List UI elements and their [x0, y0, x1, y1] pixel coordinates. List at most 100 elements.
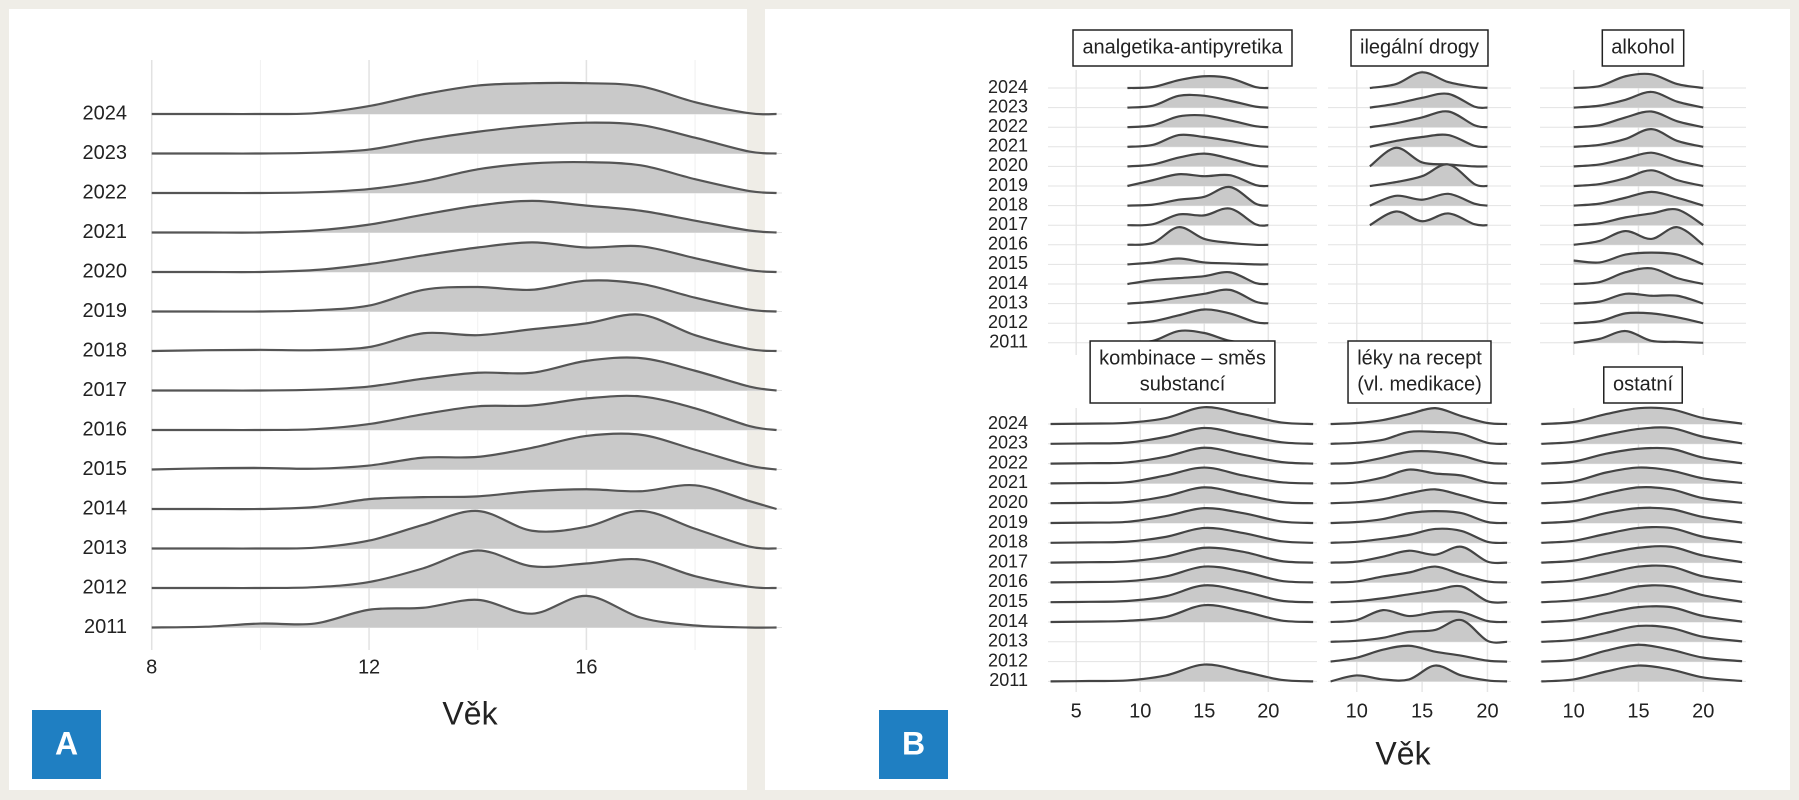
ridge-area	[1541, 467, 1743, 484]
panel-a: 8 12 16 2024 2023 2022 2021 2020 2019 2018 2017 201…	[32, 60, 782, 779]
strip-label: substancí	[1140, 373, 1226, 395]
ridge-area	[1369, 211, 1488, 226]
y-tick-label: 2020	[988, 492, 1028, 512]
strip-label: (vl. medikace)	[1357, 373, 1481, 395]
ridge-line	[1541, 525, 1743, 544]
ridge-line	[1050, 663, 1314, 683]
ridge-area	[1573, 111, 1704, 128]
ridge-line	[1127, 133, 1269, 148]
y-tick-label: 2016	[988, 571, 1028, 591]
ridge-area	[1127, 115, 1269, 128]
y-tick-label: 2019	[988, 512, 1028, 532]
y-tick-label: 2021	[988, 472, 1028, 492]
y-tick-label: 2024	[988, 413, 1028, 433]
x-axis-title: Věk	[442, 695, 498, 731]
ridge-area	[1369, 147, 1488, 167]
x-tick-label: 10	[1563, 700, 1585, 722]
ridge-line	[1573, 311, 1704, 325]
ridge-line	[151, 356, 777, 392]
ridge-area	[1050, 467, 1314, 484]
y-tick-label: 2011	[989, 670, 1028, 690]
ridge-line	[1369, 192, 1488, 207]
x-tick-label: 16	[575, 656, 597, 678]
panel-label-box	[879, 710, 948, 779]
ridge-area	[1541, 527, 1743, 543]
ridge-area	[151, 510, 777, 549]
panel-label: B	[902, 725, 925, 761]
y-tick-label: 2017	[988, 551, 1028, 571]
ridge-line	[1330, 644, 1508, 663]
ridge-line	[151, 279, 777, 313]
ridge-line	[1541, 584, 1743, 604]
y-tick-label: 2015	[988, 591, 1028, 611]
strip-label: alkohol	[1611, 36, 1674, 58]
panel-label: A	[55, 725, 78, 761]
ridge-line	[1050, 565, 1314, 584]
ridge-line	[1330, 468, 1508, 485]
ridge-line	[1573, 251, 1704, 266]
ridge-area	[1573, 91, 1704, 108]
ridge-line	[1050, 486, 1314, 505]
ridge-line	[1127, 308, 1269, 325]
ridge-line	[1330, 430, 1508, 445]
ridge-line	[151, 432, 777, 471]
y-tick-label: 2023	[988, 96, 1028, 116]
ridge-area	[1127, 186, 1269, 206]
ridge-line	[1127, 207, 1269, 227]
ridge-line	[151, 509, 777, 550]
ridge-line	[1541, 486, 1743, 505]
ridge-line	[1573, 128, 1704, 148]
ridge-line	[151, 594, 777, 629]
x-tick-label: 10	[1129, 700, 1151, 722]
ridge-area	[1541, 644, 1743, 662]
y-tick-label: 2019	[988, 175, 1028, 195]
x-tick-label: 5	[1071, 700, 1082, 722]
ridge-line	[1541, 664, 1743, 683]
ridge-line	[1541, 605, 1743, 624]
ridge-line	[1541, 643, 1743, 663]
strip-label: kombinace – směs	[1099, 347, 1266, 369]
y-tick-label: 2021	[988, 136, 1028, 156]
y-tick-label: 2013	[988, 292, 1028, 312]
ridge-area	[1127, 134, 1269, 147]
ridge-area	[1541, 565, 1743, 583]
ridge-line	[1573, 110, 1704, 129]
strip-box	[1072, 29, 1293, 67]
x-tick-label: 15	[1193, 700, 1215, 722]
x-tick-label: 10	[1346, 700, 1368, 722]
ridge-line	[1573, 329, 1704, 344]
ridge-line	[1127, 185, 1269, 207]
ridge-line	[1369, 146, 1488, 168]
y-tick-label: 2013	[83, 537, 128, 559]
ridge-line	[1050, 446, 1314, 465]
ridge-area	[1573, 152, 1704, 167]
ridge-area	[151, 433, 777, 470]
ridge-line	[1369, 210, 1488, 227]
strip-box	[1350, 29, 1489, 67]
ridge-area	[1050, 585, 1314, 603]
ridge-area	[151, 280, 777, 312]
ridge-line	[1127, 226, 1269, 247]
ridge-area	[1369, 72, 1488, 88]
strip-label: léky na recept	[1357, 347, 1482, 369]
ridge-line	[1330, 450, 1508, 465]
ridge-line	[1127, 113, 1269, 129]
ridge-area	[1050, 566, 1314, 583]
ridge-line	[1127, 93, 1269, 109]
ridge-line	[1330, 618, 1508, 644]
y-tick-label: 2020	[83, 260, 128, 282]
ridge-line	[1541, 564, 1743, 584]
ridge-area	[1050, 427, 1314, 444]
ridge-area	[1541, 546, 1743, 563]
x-tick-label: 20	[1257, 700, 1279, 722]
ridge-line	[1127, 288, 1269, 305]
ridge-line	[1573, 90, 1704, 109]
y-tick-label: 2011	[84, 616, 127, 638]
ridge-line	[1330, 488, 1508, 505]
panel-label-box	[32, 710, 101, 779]
y-tick-label: 2023	[83, 142, 128, 164]
ridge-area	[1050, 527, 1314, 543]
ridge-line	[1127, 173, 1269, 188]
ridge-line	[1541, 426, 1743, 445]
